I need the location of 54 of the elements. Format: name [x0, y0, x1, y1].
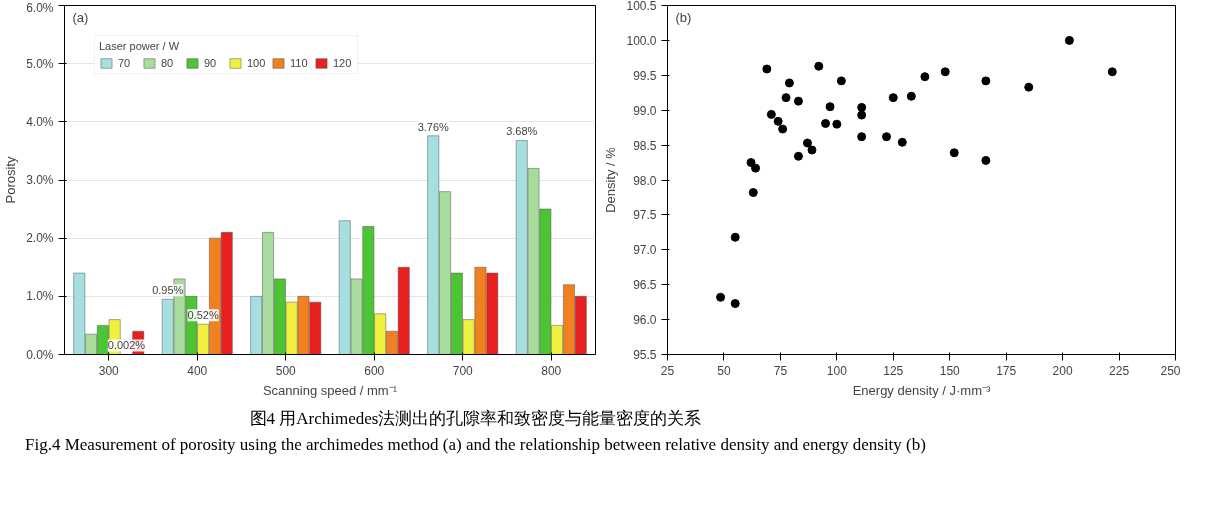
caption: 图4 用Archimedes法测出的孔隙率和致密度与能量密度的关系: [248, 408, 703, 430]
y-axis-title: Porosity: [3, 156, 19, 204]
legend-title: Laser power / W: [99, 40, 181, 52]
x-tick-label: 150: [939, 363, 961, 378]
x-axis-title: Energy density / J·mm⁻³: [852, 382, 991, 398]
legend-label: 80: [161, 57, 175, 69]
x-tick-label: 125: [883, 363, 904, 378]
x-tick-label: 225: [1109, 363, 1130, 378]
y-tick-label: 98.5: [633, 138, 657, 153]
y-tick-label: 1.0%: [26, 289, 54, 304]
x-tick-label: 500: [275, 363, 297, 378]
y-tick-label: 2.0%: [26, 231, 54, 246]
caption: Fig.4 Measurement of porosity using the archimedes method (a) and the relationship between relative density and energy density (b): [25, 434, 926, 457]
legend-label: 90: [204, 57, 218, 69]
x-axis-title: Scanning speed / mm⁻¹: [262, 382, 398, 398]
y-tick-label: 97.5: [633, 208, 657, 223]
legend-label: 100: [247, 57, 267, 69]
y-tick-label: 99.5: [633, 68, 657, 83]
chart-title: (b): [675, 9, 692, 25]
y-tick-label: 99.0: [633, 103, 657, 118]
legend-label: 120: [333, 57, 353, 69]
data-label: 0.002%: [107, 339, 146, 352]
x-tick-label: 700: [452, 363, 474, 378]
y-axis-title: Density / %: [603, 146, 619, 213]
y-tick-label: 0.0%: [26, 347, 54, 362]
x-tick-label: 600: [364, 363, 385, 378]
data-label: 0.52%: [187, 309, 219, 322]
chart-title: (a): [72, 9, 89, 25]
y-tick-label: 5.0%: [26, 56, 54, 71]
data-label: 3.76%: [417, 120, 450, 133]
y-tick-label: 100.5: [626, 0, 657, 13]
x-tick-label: 300: [98, 363, 120, 378]
x-tick-label: 175: [996, 363, 1017, 378]
legend-label: 110: [290, 57, 309, 69]
y-tick-label: 3.0%: [26, 173, 54, 187]
data-label: 0.95%: [152, 284, 184, 297]
x-tick-label: 50: [717, 363, 731, 378]
y-tick-label: 100.0: [626, 33, 657, 48]
x-tick-label: 25: [660, 363, 675, 378]
data-label: 3.68%: [506, 125, 538, 138]
y-tick-label: 96.0: [633, 313, 657, 328]
x-tick-label: 250: [1160, 363, 1181, 378]
y-tick-label: 98.0: [633, 173, 657, 188]
x-tick-label: 800: [541, 363, 562, 378]
x-tick-label: 400: [187, 363, 208, 378]
y-tick-label: 6.0%: [26, 0, 54, 15]
y-tick-label: 95.5: [633, 348, 657, 362]
x-tick-label: 200: [1052, 363, 1073, 378]
x-tick-label: 100: [826, 363, 848, 378]
y-tick-label: 96.5: [633, 278, 657, 293]
x-tick-label: 75: [773, 363, 788, 378]
y-tick-label: 4.0%: [26, 114, 54, 129]
y-tick-label: 97.0: [633, 243, 657, 258]
legend-label: 70: [118, 57, 132, 69]
